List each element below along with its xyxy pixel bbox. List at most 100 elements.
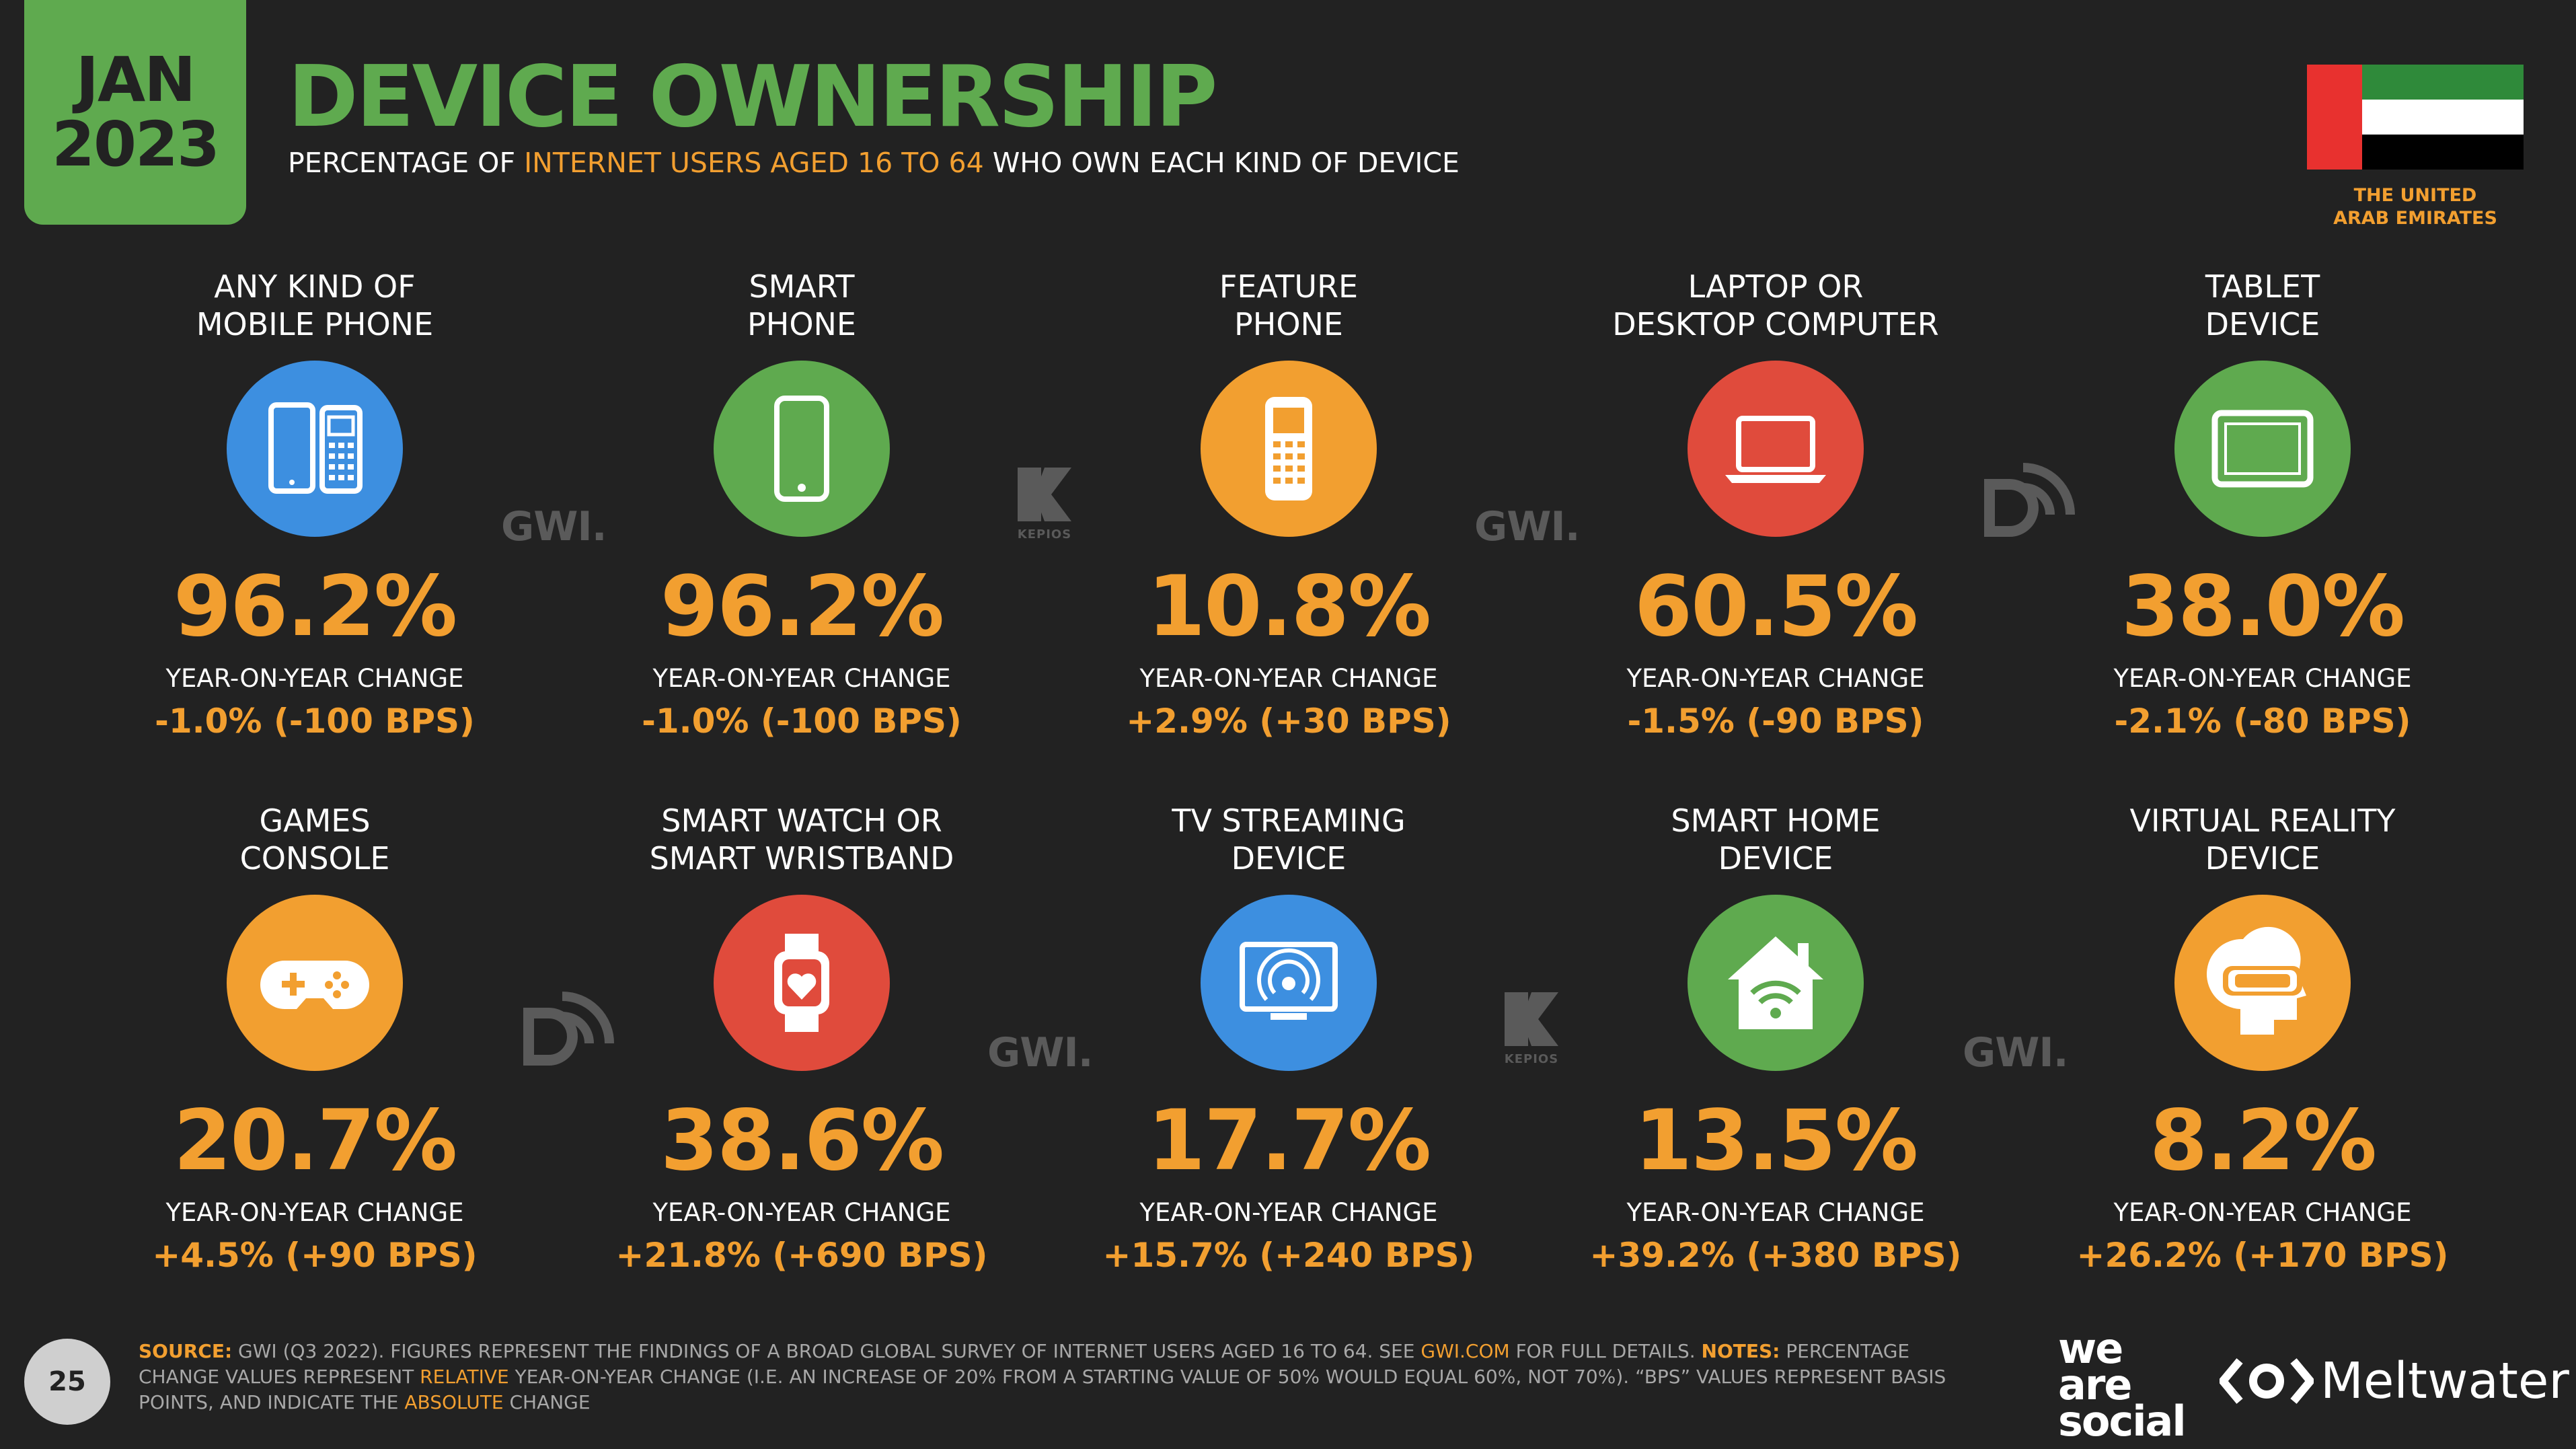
device-label-line1: TABLET <box>2205 268 2320 305</box>
subtitle-post: WHO OWN EACH KIND OF DEVICE <box>983 147 1460 179</box>
kepios-text: KEPIOS <box>1017 527 1072 542</box>
device-label: TV STREAMING DEVICE <box>1053 802 1524 877</box>
device-icon-circle <box>1201 361 1377 537</box>
gamepad-icon <box>260 961 369 1009</box>
flag-red-band <box>2307 65 2362 170</box>
device-label: GAMES CONSOLE <box>79 802 550 877</box>
device-percentage: 96.2% <box>173 558 457 655</box>
kepios-logo-icon <box>1505 992 1558 1046</box>
device-card: SMART HOME DEVICE 13.5% YEAR-ON-YEAR CHANGE… <box>1540 802 2011 1275</box>
notes-text-2: YEAR-ON-YEAR CHANGE (I.E. AN INCREASE OF… <box>139 1366 1946 1413</box>
device-label-line2: DESKTOP COMPUTER <box>1612 306 1939 342</box>
we-are-social-logo: we are social <box>2058 1328 2187 1446</box>
yoy-change-label: YEAR-ON-YEAR CHANGE <box>1139 664 1438 693</box>
device-card: TV STREAMING DEVICE 17.7% YEAR-ON-YEAR CHAN… <box>1053 802 1524 1275</box>
source-text-2: FOR FULL DETAILS. <box>1509 1340 1702 1362</box>
device-percentage: 8.2% <box>2150 1092 2377 1189</box>
page-title: DEVICE OWNERSHIP <box>288 47 1218 146</box>
date-month: JAN <box>75 44 196 116</box>
device-icon-circle <box>2174 361 2351 537</box>
yoy-change-value: -1.0% (-100 BPS) <box>155 702 475 741</box>
meltwater-mark-icon <box>2220 1358 2314 1404</box>
meltwater-text: Meltwater <box>2320 1352 2569 1410</box>
yoy-change-label: YEAR-ON-YEAR CHANGE <box>652 1198 951 1227</box>
kepios-logo-icon <box>1018 468 1071 521</box>
yoy-change-label: YEAR-ON-YEAR CHANGE <box>165 1198 464 1227</box>
device-percentage: 17.7% <box>1147 1092 1431 1189</box>
yoy-change-label: YEAR-ON-YEAR CHANGE <box>165 664 464 693</box>
source-label: SOURCE: <box>139 1340 233 1362</box>
device-percentage: 38.6% <box>660 1092 944 1189</box>
device-card: ANY KIND OF MOBILE PHONE 96.2% YEAR-ON-YEAR… <box>79 268 550 741</box>
yoy-change-value: +39.2% (+380 BPS) <box>1589 1236 1962 1275</box>
device-label-line2: DEVICE <box>2205 306 2320 342</box>
device-icon-circle <box>714 361 890 537</box>
kepios-watermark: KEPIOS <box>1014 464 1075 542</box>
yoy-change-value: +21.8% (+690 BPS) <box>615 1236 988 1275</box>
footer-notes: SOURCE: GWI (Q3 2022). FIGURES REPRESENT… <box>139 1339 1968 1415</box>
device-label: TABLET DEVICE <box>2027 268 2498 343</box>
device-label-line1: TV STREAMING <box>1172 803 1406 839</box>
notes-label: NOTES: <box>1701 1340 1780 1362</box>
country-line1: THE UNITED <box>2353 185 2477 206</box>
gwi-watermark: GWI. <box>501 503 607 550</box>
datareportal-icon <box>1984 463 2075 537</box>
yoy-change-value: -1.0% (-100 BPS) <box>642 702 962 741</box>
mobile-phones-icon <box>268 402 363 494</box>
device-label-line1: ANY KIND OF <box>214 268 416 305</box>
device-label-line1: VIRTUAL REALITY <box>2129 803 2396 839</box>
subtitle-highlight: INTERNET USERS AGED 16 TO 64 <box>524 147 984 179</box>
gwi-watermark: GWI. <box>1963 1029 2069 1076</box>
feature-phone-icon <box>1265 397 1312 500</box>
yoy-change-value: +15.7% (+240 BPS) <box>1102 1236 1475 1275</box>
device-label-line2: DEVICE <box>1231 840 1347 877</box>
device-label-line1: GAMES <box>259 803 371 839</box>
source-link[interactable]: GWI.COM <box>1420 1340 1510 1362</box>
date-year: 2023 <box>51 108 220 180</box>
flag-green-stripe <box>2362 65 2524 100</box>
gwi-watermark: GWI. <box>1474 503 1581 550</box>
device-label-line1: SMART HOME <box>1671 803 1881 839</box>
device-icon-circle <box>714 895 890 1071</box>
datareportal-icon <box>523 992 614 1066</box>
device-icon-circle <box>1688 895 1864 1071</box>
device-label: SMART HOME DEVICE <box>1540 802 2011 877</box>
device-label-line2: MOBILE PHONE <box>196 306 434 342</box>
was-line-2: are <box>2058 1360 2132 1409</box>
country-line2: ARAB EMIRATES <box>2333 208 2497 229</box>
device-percentage: 60.5% <box>1634 558 1918 655</box>
notes-absolute: ABSOLUTE <box>404 1391 504 1413</box>
device-label-line1: LAPTOP OR <box>1688 268 1864 305</box>
kepios-watermark: KEPIOS <box>1501 989 1562 1066</box>
device-card: VIRTUAL REALITY DEVICE 8.2% YEAR-ON-YEAR CH… <box>2027 802 2498 1275</box>
yoy-change-label: YEAR-ON-YEAR CHANGE <box>1139 1198 1438 1227</box>
notes-text-3: CHANGE <box>503 1391 591 1413</box>
device-icon-circle <box>1201 895 1377 1071</box>
device-percentage: 13.5% <box>1634 1092 1918 1189</box>
device-card: TABLET DEVICE 38.0% YEAR-ON-YEAR CHANGE -2.1… <box>2027 268 2498 741</box>
device-label-line2: SMART WRISTBAND <box>649 840 954 877</box>
tablet-icon <box>2211 410 2314 488</box>
flag-white-stripe <box>2362 100 2524 135</box>
device-percentage: 38.0% <box>2121 558 2405 655</box>
device-label: FEATURE PHONE <box>1053 268 1524 343</box>
notes-relative: RELATIVE <box>420 1366 509 1388</box>
yoy-change-label: YEAR-ON-YEAR CHANGE <box>2113 1198 2412 1227</box>
meltwater-logo: Meltwater <box>2220 1352 2569 1410</box>
smartphone-icon <box>774 396 829 502</box>
was-line-3: social <box>2058 1397 2187 1446</box>
flag-black-stripe <box>2362 135 2524 170</box>
device-label-line1: FEATURE <box>1219 268 1359 305</box>
country-name: THE UNITED ARAB EMIRATES <box>2314 184 2517 230</box>
device-card: SMART WATCH OR SMART WRISTBAND 38.6% YEAR-O… <box>566 802 1037 1275</box>
yoy-change-value: -1.5% (-90 BPS) <box>1627 702 1924 741</box>
device-card: GAMES CONSOLE 20.7% YEAR-ON-YEAR CHANGE +4.5… <box>79 802 550 1275</box>
vr-headset-icon <box>2206 926 2306 1035</box>
yoy-change-value: +26.2% (+170 BPS) <box>2076 1236 2449 1275</box>
device-card: LAPTOP OR DESKTOP COMPUTER 60.5% YEAR-ON-YE… <box>1540 268 2011 741</box>
device-label-line2: PHONE <box>747 306 856 342</box>
page-number: 25 <box>24 1339 110 1425</box>
yoy-change-label: YEAR-ON-YEAR CHANGE <box>1626 664 1925 693</box>
notes-text: PERCENTAGE CHANGE VALUES REPRESENT <box>139 1340 1910 1388</box>
device-card: FEATURE PHONE 10.8% YEAR-ON-YEAR CHANGE +2.9… <box>1053 268 1524 741</box>
